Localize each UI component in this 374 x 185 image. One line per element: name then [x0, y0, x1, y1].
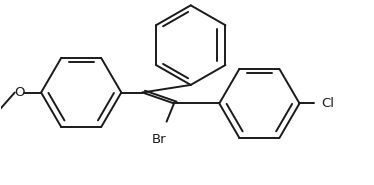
Text: O: O	[14, 86, 25, 99]
Text: Br: Br	[152, 133, 166, 146]
Text: Cl: Cl	[321, 97, 334, 110]
